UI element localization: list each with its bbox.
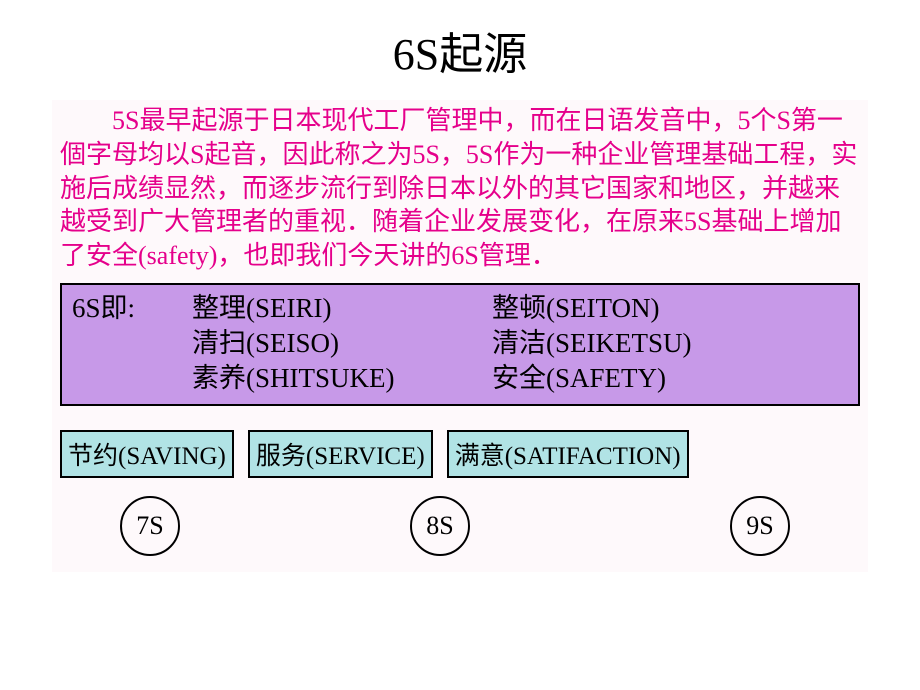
six-s-row-1: 6S即: 整理(SEIRI) 整顿(SEITON) (72, 291, 848, 326)
six-s-row-2: 清扫(SEISO) 清洁(SEIKETSU) (72, 326, 848, 361)
six-s-item: 清扫(SEISO) (192, 326, 492, 361)
page-title: 6S起源 (0, 0, 920, 100)
six-s-item: 素养(SHITSUKE) (192, 361, 492, 396)
six-s-item: 清洁(SEIKETSU) (492, 326, 691, 361)
extension-box-7s: 节约(SAVING) (60, 430, 234, 478)
six-s-spacer (72, 326, 192, 361)
extension-box-9s: 满意(SATIFACTION) (447, 430, 689, 478)
circles-row: 7S 8S 9S (52, 496, 868, 572)
six-s-definition-box: 6S即: 整理(SEIRI) 整顿(SEITON) 清扫(SEISO) 清洁(S… (60, 283, 860, 406)
extensions-row: 节约(SAVING) 服务(SERVICE) 满意(SATIFACTION) (60, 430, 860, 478)
circle-8s: 8S (410, 496, 470, 556)
circle-7s: 7S (120, 496, 180, 556)
six-s-item: 整理(SEIRI) (192, 291, 492, 326)
intro-paragraph: 5S最早起源于日本现代工厂管理中，而在日语发音中，5个S第一個字母均以S起音，因… (52, 100, 868, 279)
circle-9s: 9S (730, 496, 790, 556)
six-s-label: 6S即: (72, 291, 192, 326)
circle-wrap: 9S (730, 496, 790, 556)
extension-box-8s: 服务(SERVICE) (248, 430, 433, 478)
six-s-row-3: 素养(SHITSUKE) 安全(SAFETY) (72, 361, 848, 396)
circle-wrap: 7S (120, 496, 180, 556)
six-s-item: 整顿(SEITON) (492, 291, 659, 326)
circle-wrap: 8S (410, 496, 470, 556)
six-s-spacer (72, 361, 192, 396)
content-panel: 5S最早起源于日本现代工厂管理中，而在日语发音中，5个S第一個字母均以S起音，因… (52, 100, 868, 572)
six-s-item: 安全(SAFETY) (492, 361, 666, 396)
